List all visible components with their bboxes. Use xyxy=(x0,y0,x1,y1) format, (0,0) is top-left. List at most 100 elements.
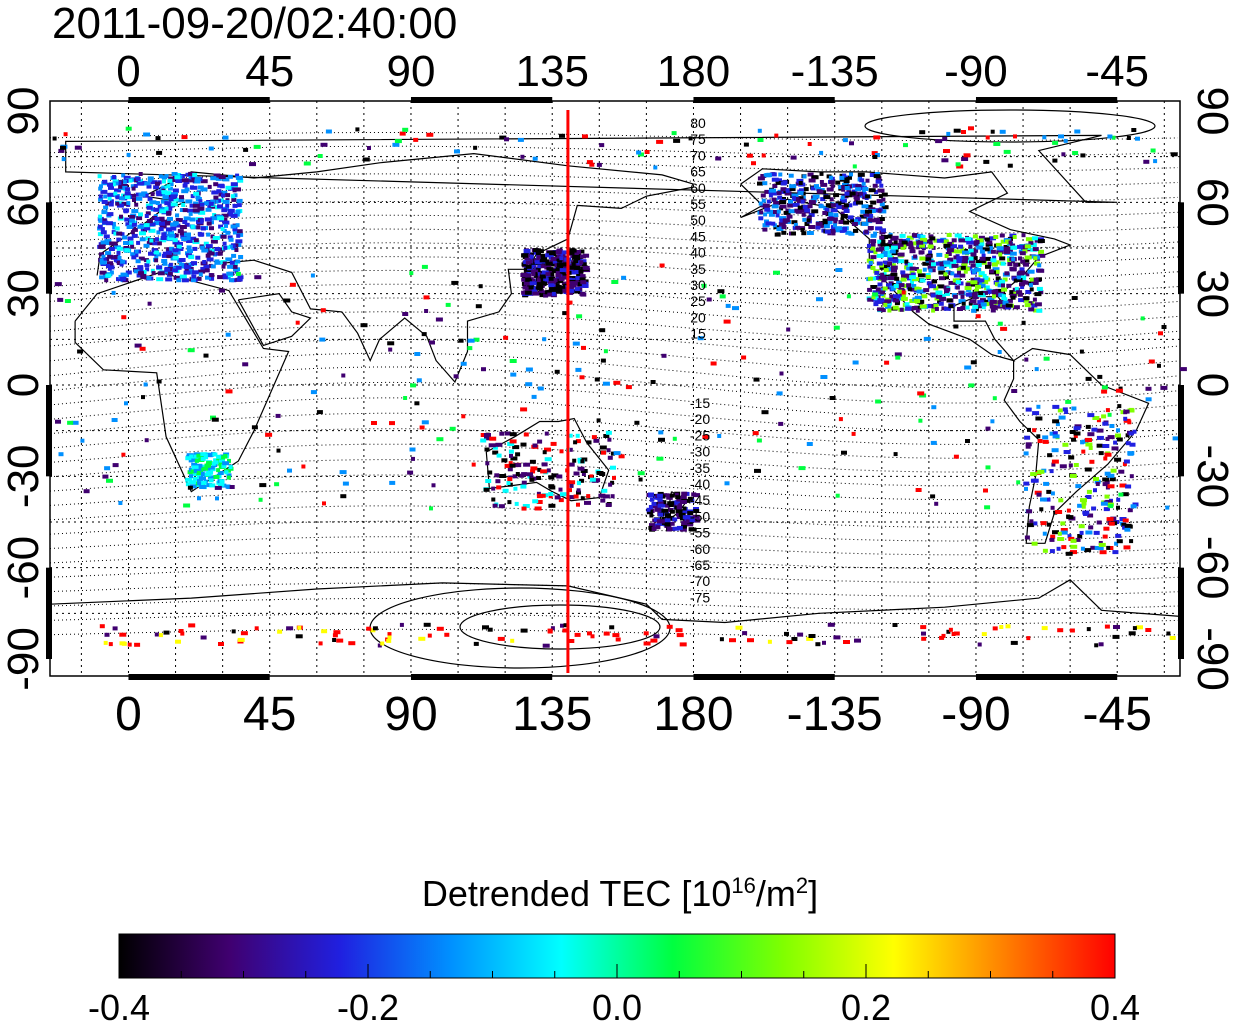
tec-pixel xyxy=(846,203,853,208)
tec-pixel xyxy=(521,262,527,267)
tec-pixel xyxy=(893,240,898,245)
tec-pixel xyxy=(560,623,564,628)
tec-pixel xyxy=(824,207,830,212)
tec-pixel xyxy=(167,178,173,183)
tec-pixel xyxy=(1087,513,1094,518)
tec-pixel xyxy=(1096,520,1102,525)
tec-pixel xyxy=(339,470,347,475)
tec-pixel xyxy=(651,501,657,506)
tec-pixel xyxy=(243,147,249,152)
tec-pixel xyxy=(1027,269,1035,274)
tec-pixel xyxy=(799,208,806,213)
tec-pixel xyxy=(679,500,687,504)
tec-pixel xyxy=(423,295,430,300)
tec-pixel xyxy=(643,641,651,646)
tec-pixel xyxy=(931,405,937,410)
tec-pixel xyxy=(213,182,219,187)
tec-pixel xyxy=(220,234,227,239)
tec-pixel xyxy=(1003,246,1011,251)
tec-pixel xyxy=(1082,510,1090,515)
tec-pixel xyxy=(197,481,202,486)
tec-pixel xyxy=(867,276,873,281)
tec-pixel xyxy=(170,194,178,199)
tec-pixel xyxy=(181,278,189,283)
tec-pixel xyxy=(492,450,499,455)
tec-pixel xyxy=(225,332,231,337)
tec-pixel xyxy=(681,521,688,526)
tec-pixel xyxy=(974,277,981,282)
tec-pixel xyxy=(131,255,137,260)
tec-pixel xyxy=(392,142,400,147)
tec-pixel xyxy=(482,625,489,630)
tec-pixel xyxy=(1102,444,1110,448)
tec-pixel xyxy=(887,234,893,239)
tec-pixel xyxy=(906,266,912,271)
tec-pixel xyxy=(798,191,804,195)
tec-pixel xyxy=(235,259,241,264)
tec-pixel xyxy=(966,292,972,297)
tec-pixel xyxy=(892,305,899,310)
tec-pixel xyxy=(166,254,172,259)
tec-pixel xyxy=(783,210,791,215)
tec-pixel xyxy=(785,208,791,213)
tec-pixel xyxy=(578,269,584,274)
tec-pixel xyxy=(1099,550,1107,555)
tec-pixel xyxy=(615,637,621,642)
tec-pixel xyxy=(835,268,843,272)
tec-pixel xyxy=(200,266,208,271)
tec-pixel xyxy=(1107,473,1115,478)
tec-pixel xyxy=(159,224,167,229)
tec-pixel xyxy=(793,222,798,227)
tec-pixel xyxy=(205,275,211,280)
tec-pixel xyxy=(575,439,581,444)
tec-pixel xyxy=(210,199,216,204)
tec-pixel xyxy=(206,221,212,226)
tec-pixel xyxy=(832,217,838,222)
tec-pixel xyxy=(906,235,914,240)
tec-pixel xyxy=(201,466,209,471)
tec-pixel xyxy=(539,253,546,258)
mag-contour xyxy=(49,325,1179,358)
tec-pixel xyxy=(119,179,127,184)
tec-pixel xyxy=(289,282,296,287)
tec-pixel xyxy=(543,293,549,298)
tec-pixel xyxy=(217,216,225,221)
tec-pixel xyxy=(191,465,199,470)
tec-pixel xyxy=(961,130,966,134)
tec-pixel xyxy=(1017,292,1023,297)
tec-pixel xyxy=(475,304,482,309)
tec-pixel xyxy=(529,459,536,464)
tec-pixel xyxy=(1179,367,1187,372)
tec-pixel xyxy=(874,270,880,275)
tec-pixel xyxy=(190,469,196,474)
tec-pixel xyxy=(512,474,518,479)
tec-pixel xyxy=(1019,267,1025,272)
tec-pixel xyxy=(901,240,908,245)
mag-contour-label: 70 xyxy=(690,147,706,163)
tec-pixel xyxy=(136,273,142,278)
tec-pixel xyxy=(917,299,925,304)
tec-pixel xyxy=(188,255,195,260)
tec-pixel xyxy=(900,277,907,282)
axis-band-bottom xyxy=(410,674,553,680)
tec-pixel xyxy=(134,253,139,258)
tec-pixel xyxy=(961,259,968,264)
tec-pixel xyxy=(387,632,392,637)
colorbar-title: Detrended TEC [1016/m2] xyxy=(421,873,819,914)
tec-pixel xyxy=(886,301,892,306)
tec-pixel xyxy=(934,501,939,506)
tec-pixel xyxy=(402,127,409,132)
mag-contour-label: 20 xyxy=(690,309,706,325)
tec-pixel xyxy=(984,505,991,510)
tec-pixel xyxy=(164,201,172,206)
tec-pixel xyxy=(478,284,483,289)
mag-contour xyxy=(49,628,1179,638)
tec-pixel xyxy=(74,145,82,150)
tec-pixel xyxy=(785,188,790,193)
tec-pixel xyxy=(1071,437,1076,442)
tec-pixel xyxy=(507,467,513,472)
tec-pixel xyxy=(1006,283,1012,288)
tec-pixel xyxy=(139,346,146,351)
tec-pixel xyxy=(848,191,856,196)
tec-pixel xyxy=(941,158,949,163)
